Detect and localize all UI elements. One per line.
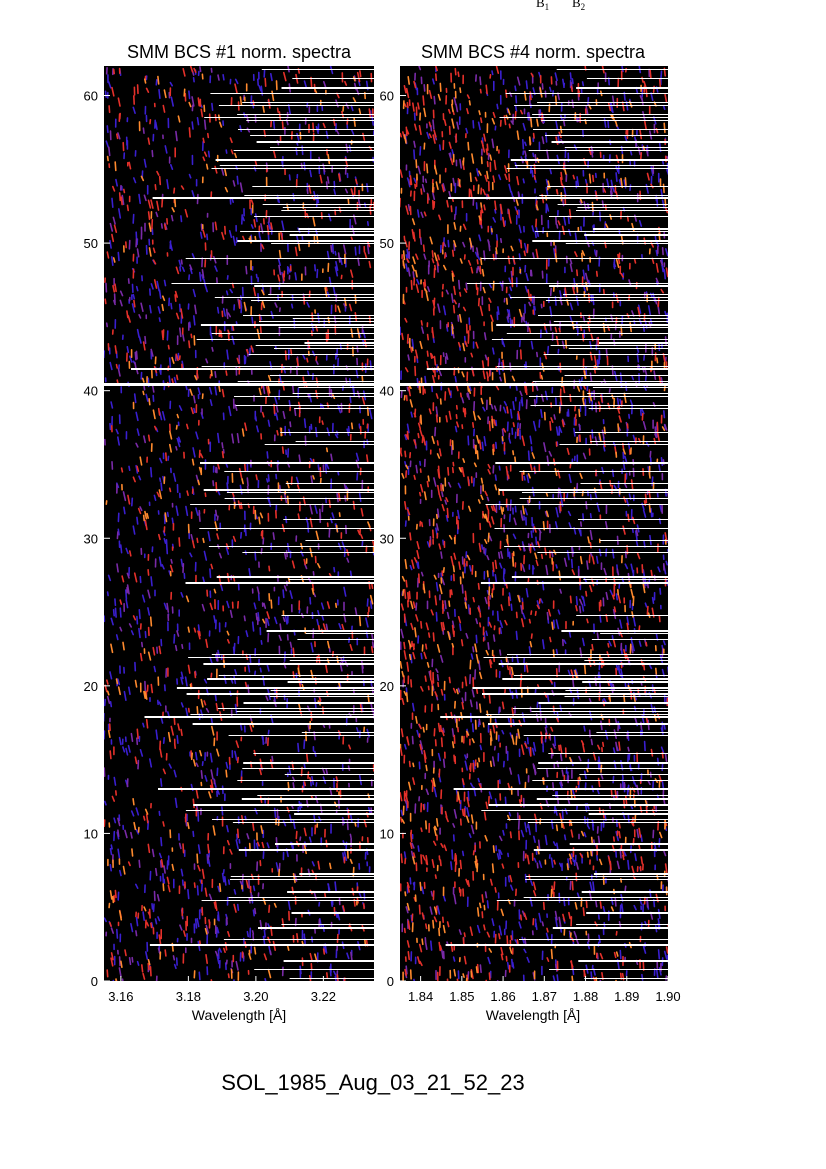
y-tick-label: 20 — [84, 679, 98, 694]
panel-bcs1-ticks: 3.16 3.18 3.20 3.22 0 10 20 30 40 50 60 — [84, 89, 337, 1004]
panel-bcs1: SMM BCS #1 norm. spectra 3.16 3.18 3.20 3.2… — [84, 42, 374, 1023]
top-labels: B1 B2 — [536, 0, 585, 12]
x-tick-label: 1.87 — [532, 989, 557, 1004]
top-label-b2-base: B — [572, 0, 581, 10]
panel-bcs1-title: SMM BCS #1 norm. spectra — [127, 42, 352, 62]
x-tick-label: 1.85 — [449, 989, 474, 1004]
x-tick-label: 3.22 — [311, 989, 336, 1004]
top-label-b2-sub: 2 — [581, 2, 586, 12]
y-tick-label: 10 — [380, 826, 394, 841]
y-tick-label: 50 — [84, 236, 98, 251]
y-tick-label: 40 — [84, 384, 98, 399]
heatmap-texture — [400, 66, 668, 981]
y-tick-label: 50 — [380, 236, 394, 251]
y-tick-label: 40 — [380, 384, 394, 399]
top-label-b1-base: B — [536, 0, 545, 10]
x-tick-label: 3.16 — [108, 989, 133, 1004]
y-tick-label: 30 — [380, 531, 394, 546]
x-tick-label: 1.89 — [614, 989, 639, 1004]
top-label-b1-sub: 1 — [545, 2, 550, 12]
panel-bcs4: SMM BCS #4 norm. spectra 1.84 1.85 1.86 1.8… — [380, 42, 681, 1023]
top-label-b2: B2 — [572, 0, 585, 12]
panel-bcs4-heatmap — [400, 66, 668, 981]
y-tick-label: 0 — [387, 974, 394, 989]
x-tick-label: 1.88 — [573, 989, 598, 1004]
x-tick-label: 3.18 — [176, 989, 201, 1004]
y-tick-label: 30 — [84, 531, 98, 546]
y-tick-label: 20 — [380, 679, 394, 694]
panel-bcs1-heatmap — [104, 66, 374, 981]
panel-bcs1-xlabel: Wavelength [Å] — [192, 1007, 286, 1023]
heatmap-background — [400, 66, 668, 981]
panel-bcs4-title: SMM BCS #4 norm. spectra — [421, 42, 646, 62]
y-tick-label: 60 — [84, 89, 98, 104]
y-tick-label: 0 — [91, 974, 98, 989]
x-tick-label: 3.20 — [243, 989, 268, 1004]
figure-footer-title: SOL_1985_Aug_03_21_52_23 — [221, 1070, 524, 1095]
panel-bcs4-xlabel: Wavelength [Å] — [486, 1007, 580, 1023]
x-tick-label: 1.86 — [490, 989, 515, 1004]
panel-bcs4-ticks: 1.84 1.85 1.86 1.87 1.88 1.89 1.90 0 10 20 30 40 50 6… — [380, 89, 681, 1004]
y-tick-label: 10 — [84, 826, 98, 841]
top-label-b1: B1 — [536, 0, 549, 12]
x-tick-label: 1.84 — [408, 989, 433, 1004]
x-tick-label: 1.90 — [655, 989, 680, 1004]
heatmap-texture — [104, 66, 374, 981]
y-tick-label: 60 — [380, 89, 394, 104]
